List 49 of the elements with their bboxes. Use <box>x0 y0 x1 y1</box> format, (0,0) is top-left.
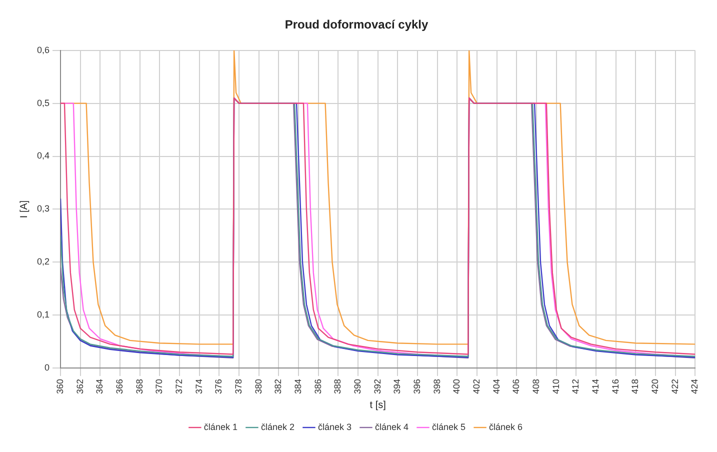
x-tick-label: 418 <box>630 378 640 394</box>
x-tick-label: 360 <box>54 378 65 394</box>
x-tick-label: 402 <box>472 378 482 394</box>
legend-label: článek 4 <box>375 422 409 432</box>
y-tick-label: 0,5 <box>36 98 50 108</box>
x-tick-label: 372 <box>174 378 184 394</box>
x-tick-label: 370 <box>154 378 164 394</box>
y-tick-label: 0,6 <box>36 44 50 55</box>
x-tick-label: 374 <box>194 378 204 394</box>
x-tick-label: 384 <box>293 378 304 394</box>
y-tick-label: 0,1 <box>36 310 50 320</box>
x-tick-label: 388 <box>332 378 343 394</box>
x-tick-label: 420 <box>650 378 660 394</box>
x-tick-label: 376 <box>214 378 224 394</box>
x-tick-label: 390 <box>352 378 363 394</box>
x-tick-label: 404 <box>491 378 502 394</box>
x-tick-label: 424 <box>690 378 700 394</box>
x-tick-label: 396 <box>412 378 422 394</box>
x-tick-label: 412 <box>570 378 581 394</box>
x-tick-label: 368 <box>134 378 144 394</box>
legend-label: článek 3 <box>318 422 352 432</box>
x-tick-label: 366 <box>114 378 124 394</box>
x-tick-label: 400 <box>452 378 462 394</box>
x-tick-label: 394 <box>392 378 402 394</box>
legend-label: článek 2 <box>260 422 294 432</box>
x-tick-label: 362 <box>74 378 85 394</box>
x-tick-label: 364 <box>94 378 105 394</box>
x-tick-label: 382 <box>273 378 284 394</box>
x-tick-label: 422 <box>670 378 680 394</box>
x-tick-label: 386 <box>312 378 323 394</box>
x-tick-label: 380 <box>253 378 264 394</box>
legend-label: článek 1 <box>204 422 238 432</box>
y-tick-label: 0,2 <box>36 256 50 267</box>
x-tick-label: 378 <box>234 378 244 394</box>
chart-title: Proud doformovací cykly <box>284 18 429 32</box>
legend-label: článek 6 <box>489 422 523 432</box>
y-axis-title: I [A] <box>18 200 30 218</box>
x-tick-label: 392 <box>372 378 382 394</box>
y-tick-label: 0,4 <box>36 150 50 161</box>
x-tick-label: 410 <box>550 378 561 394</box>
x-axis-title: t [s] <box>370 400 386 411</box>
legend-label: článek 5 <box>432 422 466 432</box>
y-tick-label: 0,3 <box>36 204 50 214</box>
x-tick-label: 408 <box>531 378 542 394</box>
y-tick-label: 0 <box>44 362 50 372</box>
x-tick-label: 398 <box>432 378 442 394</box>
x-tick-label: 414 <box>590 378 601 394</box>
x-tick-label: 406 <box>511 378 522 394</box>
x-tick-label: 416 <box>610 378 620 394</box>
